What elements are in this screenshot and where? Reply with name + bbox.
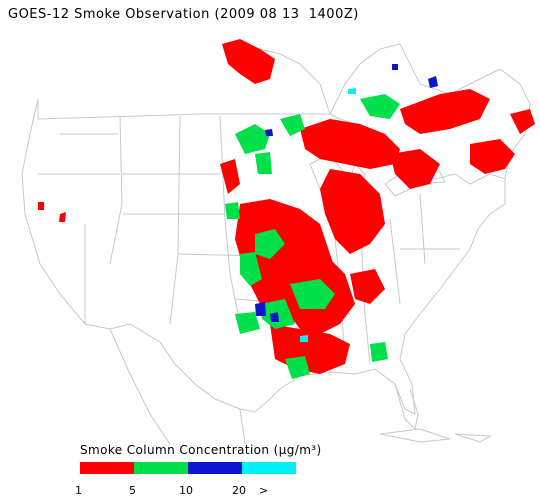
legend-tick-5: 5 <box>129 484 136 497</box>
smoke-cyan <box>300 88 356 342</box>
legend-colorbar <box>80 462 296 474</box>
legend-tick-20: 20 <box>232 484 246 497</box>
legend-bin-2 <box>134 462 188 474</box>
smoke-map <box>21 39 535 444</box>
smoke-blue <box>255 64 438 322</box>
legend-bin-1 <box>80 462 134 474</box>
legend-tick-10: 10 <box>179 484 193 497</box>
legend-tick-gt: > <box>259 484 269 497</box>
legend-bin-3 <box>188 462 242 474</box>
legend-title: Smoke Column Concentration (μg/m³) <box>80 443 322 457</box>
legend-bin-4 <box>242 462 296 474</box>
map-title: GOES-12 Smoke Observation (2009 08 13 14… <box>8 7 359 22</box>
legend-tick-1: 1 <box>75 484 82 497</box>
smoke-red <box>38 39 535 374</box>
